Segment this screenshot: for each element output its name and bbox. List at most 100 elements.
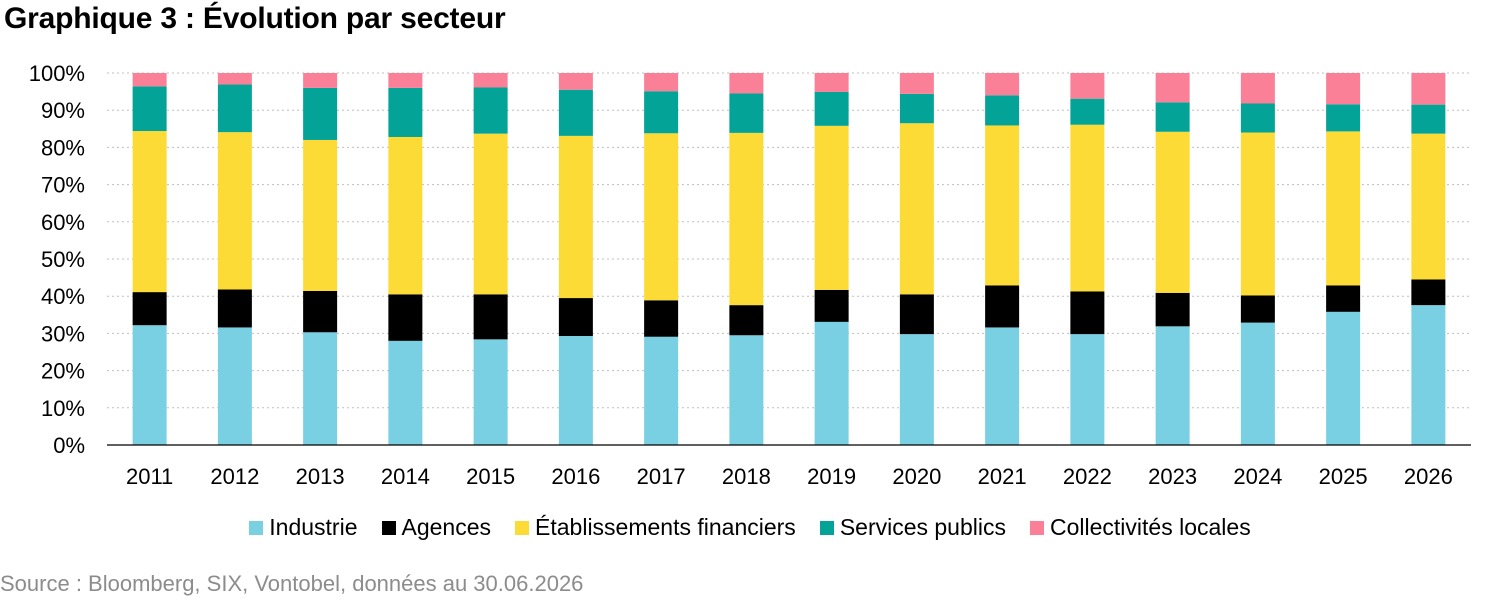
bar-segment xyxy=(473,133,508,295)
legend-swatch xyxy=(1030,520,1044,535)
bar-segment xyxy=(217,327,252,445)
x-tick-label: 2020 xyxy=(892,464,941,489)
bar-segment xyxy=(814,125,849,290)
bar-segment xyxy=(1155,73,1190,103)
bar-stack-2026 xyxy=(1411,73,1446,445)
chart-title: Graphique 3 : Évolution par secteur xyxy=(4,2,506,35)
bar-segment xyxy=(388,136,423,295)
bar-segment xyxy=(217,84,252,133)
y-tick-label: 10% xyxy=(41,396,85,421)
bar-segment xyxy=(729,335,764,445)
y-axis-ticks: 0% 10% 20% 30% 40% 50% 60% 70% 80% 90% 100% xyxy=(29,61,85,458)
bar-segment xyxy=(1326,285,1361,312)
bar-stack-2011 xyxy=(132,73,167,445)
legend-item: Établissements financiers xyxy=(515,514,796,541)
bar-segment xyxy=(1155,131,1190,293)
bar-stack-2018 xyxy=(729,73,764,445)
bar-segment xyxy=(473,294,508,340)
bar-segment xyxy=(217,289,252,328)
y-tick-label: 30% xyxy=(41,321,85,346)
source-note: Source : Bloomberg, SIX, Vontobel, donné… xyxy=(0,571,584,596)
bar-segment xyxy=(1155,102,1190,132)
bar-segment xyxy=(558,336,593,445)
y-tick-label: 50% xyxy=(41,247,85,272)
bar-segment xyxy=(1240,73,1275,104)
bar-segment xyxy=(899,73,934,94)
bar-segment xyxy=(1070,124,1105,292)
bar-segment xyxy=(644,133,679,301)
x-tick-label: 2019 xyxy=(807,464,856,489)
bar-segment xyxy=(644,300,679,337)
bar-segment xyxy=(814,289,849,322)
bar-stack-2024 xyxy=(1240,73,1275,445)
bar-segment xyxy=(1411,279,1446,306)
bar-segment xyxy=(644,336,679,445)
bars xyxy=(132,73,1446,445)
bar-segment xyxy=(132,131,167,293)
bar-stack-2025 xyxy=(1326,73,1361,445)
bar-segment xyxy=(729,73,764,94)
bar-segment xyxy=(1411,133,1446,280)
bar-segment xyxy=(1326,104,1361,132)
bar-segment xyxy=(1326,311,1361,445)
bar-segment xyxy=(388,73,423,88)
bar-segment xyxy=(558,73,593,90)
x-tick-label: 2021 xyxy=(978,464,1027,489)
bar-stack-2023 xyxy=(1155,73,1190,445)
bar-stack-2019 xyxy=(814,73,849,445)
bar-segment xyxy=(1326,73,1361,105)
bar-segment xyxy=(132,73,167,87)
bar-segment xyxy=(558,135,593,299)
bar-segment xyxy=(899,294,934,335)
bar-segment xyxy=(729,305,764,336)
bar-segment xyxy=(814,91,849,126)
legend-label: Établissements financiers xyxy=(535,514,796,540)
x-tick-label: 2023 xyxy=(1148,464,1197,489)
bar-stack-2012 xyxy=(217,73,252,445)
x-tick-label: 2013 xyxy=(296,464,345,489)
bar-segment xyxy=(729,132,764,306)
x-tick-label: 2017 xyxy=(637,464,686,489)
legend-swatch xyxy=(819,520,834,535)
bar-segment xyxy=(899,93,934,124)
x-tick-label: 2018 xyxy=(722,464,771,489)
bar-stack-2016 xyxy=(558,73,593,445)
x-tick-label: 2026 xyxy=(1404,464,1453,489)
legend-item: Industrie xyxy=(249,514,358,541)
bar-segment xyxy=(644,73,679,92)
legend-label: Collectivités locales xyxy=(1050,514,1251,540)
bar-segment xyxy=(814,321,849,445)
bar-segment xyxy=(303,332,338,445)
legend-swatch xyxy=(515,520,530,535)
x-tick-label: 2012 xyxy=(210,464,259,489)
bar-segment xyxy=(473,87,508,134)
legend-item: Services publics xyxy=(819,514,1006,541)
bar-segment xyxy=(1240,103,1275,133)
x-axis-ticks: 2011 2012 2013 2014 2015 2016 2017 2018 2019 2020… xyxy=(126,464,1453,489)
bar-segment xyxy=(1326,131,1361,286)
y-tick-label: 0% xyxy=(53,433,85,458)
bar-segment xyxy=(1070,98,1105,125)
y-tick-label: 100% xyxy=(29,61,85,86)
bar-segment xyxy=(303,87,338,140)
legend-label: Services publics xyxy=(839,514,1006,540)
bar-segment xyxy=(1070,73,1105,99)
x-tick-label: 2016 xyxy=(551,464,600,489)
bar-stack-2021 xyxy=(985,73,1020,445)
x-tick-label: 2014 xyxy=(381,464,430,489)
bar-segment xyxy=(558,298,593,337)
bar-segment xyxy=(217,73,252,85)
bar-stack-2020 xyxy=(899,73,934,445)
bar-segment xyxy=(388,340,423,445)
bar-segment xyxy=(899,334,934,445)
bar-segment xyxy=(985,73,1020,96)
legend-swatch xyxy=(249,520,264,535)
bar-segment xyxy=(899,123,934,295)
y-tick-label: 90% xyxy=(41,98,85,123)
y-tick-label: 20% xyxy=(41,359,85,384)
bar-segment xyxy=(1240,322,1275,445)
bar-segment xyxy=(388,87,423,137)
legend-label: Industrie xyxy=(269,514,358,540)
bar-segment xyxy=(1070,334,1105,445)
bar-segment xyxy=(1240,295,1275,323)
